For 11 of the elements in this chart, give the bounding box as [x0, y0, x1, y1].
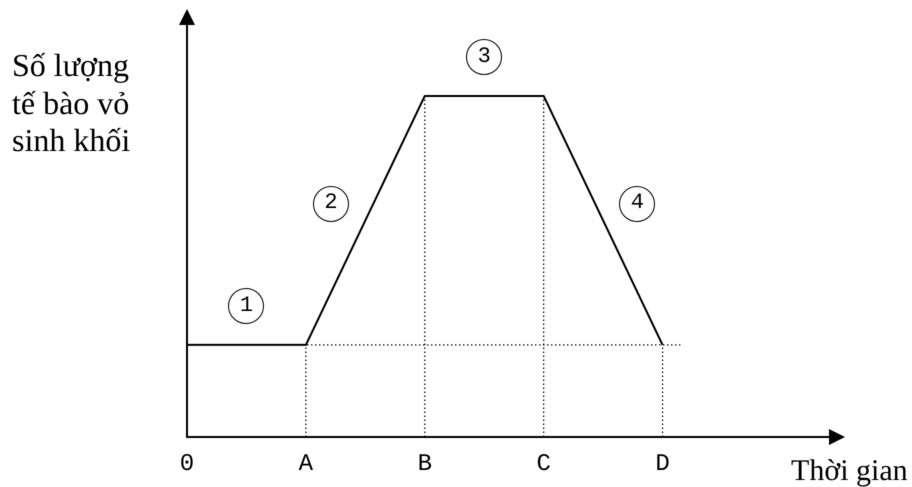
- x-tick-label: A: [298, 450, 314, 478]
- annotation: 4: [630, 189, 645, 218]
- text: 3: [476, 42, 492, 71]
- annotation: 1: [238, 292, 254, 320]
- x-tick-label: C: [536, 450, 551, 478]
- x-tick-label: B: [418, 450, 432, 478]
- annotation: 2: [323, 189, 339, 218]
- x-axis-title: Thời gian: [791, 454, 908, 487]
- x-tick-label: 0: [180, 450, 194, 478]
- y-axis-title: Số lượng tế bào vỏ sinh khối: [12, 47, 132, 160]
- x-tick-label: D: [655, 450, 670, 478]
